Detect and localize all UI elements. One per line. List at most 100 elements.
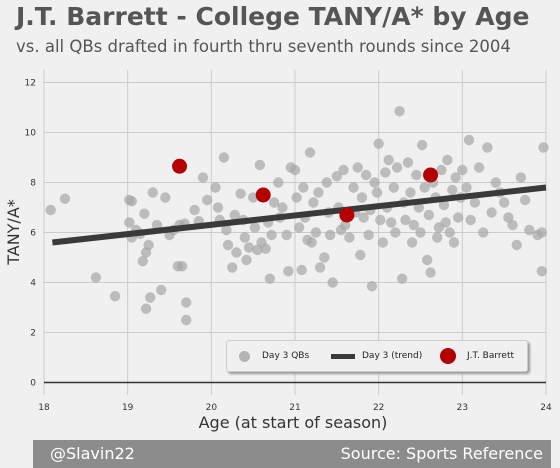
day3-point [201, 194, 213, 206]
day3-point [308, 197, 319, 208]
day3-point [344, 232, 355, 243]
footer-handle: @Slavin22 [50, 444, 135, 463]
day3-point [363, 229, 374, 241]
day3-point [221, 224, 232, 236]
footer-bar: @Slavin22 Source: Sports Reference [33, 440, 551, 468]
day3-point [281, 229, 292, 241]
day3-point [310, 227, 322, 238]
day3-point [140, 303, 152, 314]
day3-point [416, 139, 428, 151]
day3-point [380, 167, 391, 178]
x-tick-label: 22 [373, 403, 384, 413]
trend-line [52, 184, 547, 246]
day3-point [391, 162, 403, 173]
day3-point [507, 219, 518, 231]
day3-point [222, 239, 234, 251]
day3-point [463, 134, 475, 146]
day3-point [239, 232, 250, 243]
day3-point [447, 184, 458, 196]
day3-point [264, 273, 276, 284]
x-tick-label: 24 [540, 403, 552, 413]
x-tick-label: 23 [457, 403, 468, 413]
legend: Day 3 QBs Day 3 (trend) J.T. Barrett [226, 340, 528, 372]
day3-point [358, 212, 369, 223]
day3-point [45, 204, 56, 216]
day3-point [411, 169, 422, 181]
day3-point [218, 152, 230, 163]
x-tick-labels: 18 19 20 21 22 23 24 [38, 403, 552, 413]
day3-point [390, 227, 401, 238]
day3-point [482, 142, 493, 153]
day3-point [90, 272, 102, 283]
chart-title: J.T. Barrett - College TANY/A* by Age [16, 2, 530, 31]
day3-point [210, 182, 221, 193]
day3-point [448, 237, 460, 248]
day3-point [461, 182, 472, 193]
day3-point [155, 284, 167, 296]
day3-points [45, 106, 549, 326]
chart-subtitle: vs. all QBs drafted in fourth thru seven… [16, 37, 511, 56]
day3-point [189, 204, 200, 216]
day3-point [293, 222, 305, 233]
y-tick-label: 10 [25, 129, 37, 139]
day3-point [406, 237, 418, 248]
day3-point [536, 266, 548, 277]
day3-point [405, 187, 416, 198]
day3-point [469, 197, 481, 208]
y-tick-label: 6 [30, 229, 36, 239]
day3-point [423, 209, 435, 221]
legend-item-player: J.T. Barrett [440, 341, 514, 371]
day3-point [519, 194, 531, 206]
day3-point [324, 229, 336, 241]
day3-point [415, 227, 426, 238]
day3-point [291, 192, 302, 203]
grid-lines [43, 70, 547, 395]
day3-point [524, 224, 535, 236]
day3-point [355, 249, 366, 261]
day3-point [465, 214, 476, 226]
day3-point [289, 164, 301, 176]
day3-point [212, 202, 224, 213]
day3-point [388, 182, 399, 193]
day3-point [197, 172, 209, 183]
day3-point [124, 217, 135, 228]
player-point [172, 158, 188, 174]
player-point [255, 187, 271, 203]
y-tick-label: 12 [25, 79, 36, 89]
day3-point [266, 229, 277, 241]
day3-point [408, 219, 420, 231]
day3-point [59, 193, 71, 204]
day3-point [419, 182, 430, 193]
x-tick-label: 19 [122, 403, 134, 413]
day3-point [532, 229, 543, 241]
y-tick-label: 8 [30, 179, 36, 189]
day3-point [235, 188, 246, 199]
day3-point [400, 214, 411, 226]
day3-point [304, 147, 316, 158]
day3-point [139, 208, 150, 219]
trend-line-group [52, 184, 547, 246]
y-tick-label: 4 [30, 279, 36, 289]
day3-point [452, 212, 464, 223]
day3-point [356, 192, 368, 203]
day3-point [229, 209, 240, 221]
day3-point [176, 261, 188, 272]
day3-point [181, 297, 192, 308]
day3-point [160, 192, 171, 203]
day3-point [283, 266, 294, 277]
day3-point [249, 222, 261, 233]
legend-item-day3: Day 3 QBs [239, 341, 309, 371]
legend-gray-dot-icon [239, 350, 250, 362]
day3-point [254, 159, 266, 171]
legend-label-trend: Day 3 (trend) [362, 351, 423, 361]
day3-point [338, 164, 349, 176]
day3-point [511, 239, 522, 251]
day3-point [231, 247, 242, 258]
day3-point [137, 256, 148, 267]
day3-point [436, 164, 447, 176]
legend-line-icon [331, 353, 355, 359]
day3-point [490, 177, 501, 188]
day3-point [421, 254, 433, 266]
footer-source: Source: Sports Reference [340, 444, 543, 463]
